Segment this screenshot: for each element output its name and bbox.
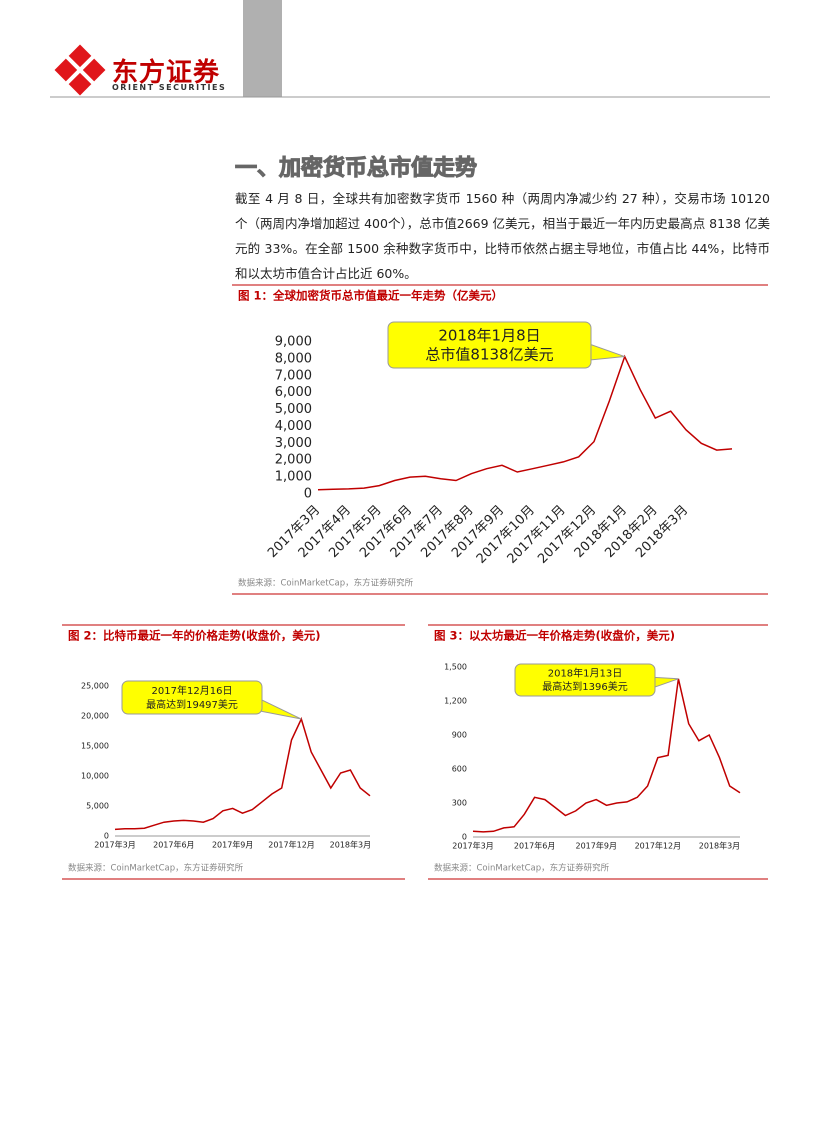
y-tick-label: 3,000 (275, 436, 312, 451)
x-tick-label: 2017年6月 (514, 841, 555, 851)
section-title: 一、加密货币总市值走势 (234, 156, 478, 182)
y-tick-label: 4,000 (275, 419, 312, 434)
annotation: 2018年1月13日 (548, 667, 623, 680)
y-tick-label: 5,000 (86, 802, 109, 811)
callout-cover (641, 677, 645, 691)
y-tick-label: 5,000 (275, 402, 312, 417)
paragraph: 截至 4 月 8 日，全球共有加密数字货币 1560 种（两周内净减少约 27 … (235, 191, 770, 281)
callout-cover (248, 695, 252, 709)
y-tick-label: 600 (452, 765, 467, 774)
header-bar (243, 0, 282, 97)
x-tick-label: 2017年3月 (452, 841, 493, 851)
x-tick-label: 2017年12月 (635, 841, 682, 851)
figure-title: 图 2：比特币最近一年的价格走势(收盘价，美元) (68, 629, 321, 643)
y-tick-label: 2,000 (275, 453, 312, 468)
annotation: 2017年12月16日 (152, 684, 233, 697)
x-tick-label: 2018年3月 (330, 840, 371, 850)
annotation: 最高达到1396美元 (542, 680, 627, 693)
x-tick-label: 2018年3月 (699, 841, 740, 851)
y-tick-label: 1,000 (275, 470, 312, 485)
annotation: 总市值8138亿美元 (425, 346, 553, 364)
y-tick-label: 8,000 (275, 351, 312, 366)
x-tick-label: 2017年12月 (268, 840, 315, 850)
x-tick-label: 2017年9月 (212, 840, 253, 850)
brand-en: ORIENT SECURITIES (112, 83, 227, 92)
brand: 东方证券 (112, 58, 221, 88)
y-tick-label: 1,200 (444, 697, 467, 706)
y-tick-label: 300 (452, 799, 467, 808)
y-tick-label: 20,000 (81, 712, 109, 721)
figure-title: 图 3：以太坊最近一年价格走势(收盘价，美元) (434, 629, 675, 643)
logo (54, 44, 106, 96)
callout (121, 680, 263, 715)
y-tick-label: 7,000 (275, 368, 312, 383)
y-tick-label: 9,000 (275, 335, 312, 350)
figure-source: 数据来源：CoinMarketCap，东方证券研究所 (434, 863, 610, 874)
x-tick-label: 2017年9月 (576, 841, 617, 851)
y-tick-label: 6,000 (275, 385, 312, 400)
y-tick-label: 900 (452, 731, 467, 740)
figure-source: 数据来源：CoinMarketCap，东方证券研究所 (68, 863, 244, 874)
figure-source: 数据来源：CoinMarketCap，东方证券研究所 (238, 578, 414, 589)
y-tick-label: 15,000 (81, 742, 109, 751)
data-line (472, 678, 741, 833)
y-tick-label: 0 (104, 832, 109, 841)
annotation: 最高达到19497美元 (146, 698, 238, 711)
y-tick-label: 0 (304, 487, 312, 502)
callout (514, 663, 656, 697)
x-tick-label: 2017年3月 (94, 840, 135, 850)
annotation: 2018年1月8日 (438, 326, 540, 344)
data-line (114, 716, 371, 831)
x-tick-label: 2017年6月 (153, 840, 194, 850)
callout-cover (577, 341, 581, 361)
callout (387, 321, 592, 369)
y-tick-label: 10,000 (81, 772, 109, 781)
y-tick-label: 25,000 (81, 682, 109, 691)
data-line (317, 354, 733, 491)
y-tick-label: 0 (462, 833, 467, 842)
y-tick-label: 1,500 (444, 663, 467, 672)
figure-title: 图 1：全球加密货币总市值最近一年走势（亿美元） (238, 289, 503, 303)
